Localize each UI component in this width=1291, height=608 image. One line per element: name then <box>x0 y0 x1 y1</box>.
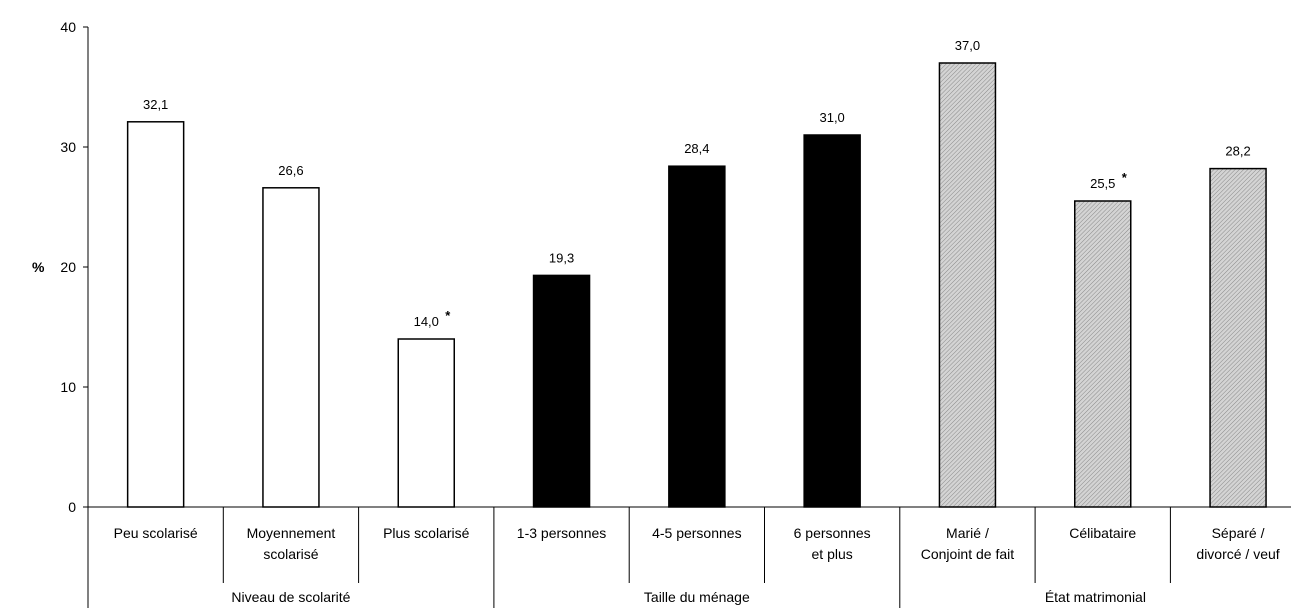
data-label: 28,2 <box>1225 144 1250 159</box>
significance-star: * <box>445 308 451 323</box>
bar <box>938 62 997 508</box>
x-tick-label: divorcé / veuf <box>1196 546 1279 562</box>
data-label: 19,3 <box>549 250 574 265</box>
bar <box>803 134 861 508</box>
bar <box>397 338 455 508</box>
data-label: 26,6 <box>278 163 303 178</box>
x-tick-label: Séparé / <box>1212 525 1265 541</box>
x-tick-label: Plus scolarisé <box>383 525 470 541</box>
y-tick-label: 20 <box>60 259 76 275</box>
data-label: 37,0 <box>955 38 980 53</box>
data-label: 25,5 <box>1090 176 1115 191</box>
data-label: 32,1 <box>143 97 168 112</box>
y-tick-label: 0 <box>68 499 76 515</box>
x-tick-label: et plus <box>812 546 853 562</box>
bar <box>1209 167 1267 508</box>
x-tick-label: Marié / <box>946 525 989 541</box>
x-tick-label: 4-5 personnes <box>652 525 742 541</box>
x-tick-label: 6 personnes <box>794 525 871 541</box>
y-tick-label: 40 <box>60 19 76 35</box>
data-label: 31,0 <box>819 110 844 125</box>
x-tick-label: Peu scolarisé <box>114 525 198 541</box>
y-axis-label: % <box>32 259 45 275</box>
x-tick-label: scolarisé <box>263 546 318 562</box>
group-label: Taille du ménage <box>644 589 750 605</box>
significance-star: * <box>1122 170 1128 185</box>
bar <box>126 121 185 508</box>
x-tick-label: Célibataire <box>1069 525 1136 541</box>
x-tick-label: 1-3 personnes <box>517 525 607 541</box>
data-label: 28,4 <box>684 141 709 156</box>
group-label: Niveau de scolarité <box>231 589 350 605</box>
y-tick-label: 30 <box>60 139 76 155</box>
data-label: 14,0 <box>414 314 439 329</box>
bar <box>668 165 726 508</box>
x-tick-label: Conjoint de fait <box>921 546 1015 562</box>
x-tick-label: Moyennement <box>247 525 336 541</box>
bar <box>262 187 320 508</box>
bar <box>1074 200 1132 508</box>
y-tick-label: 10 <box>60 379 76 395</box>
group-label: État matrimonial <box>1045 589 1146 605</box>
bar <box>532 274 591 508</box>
